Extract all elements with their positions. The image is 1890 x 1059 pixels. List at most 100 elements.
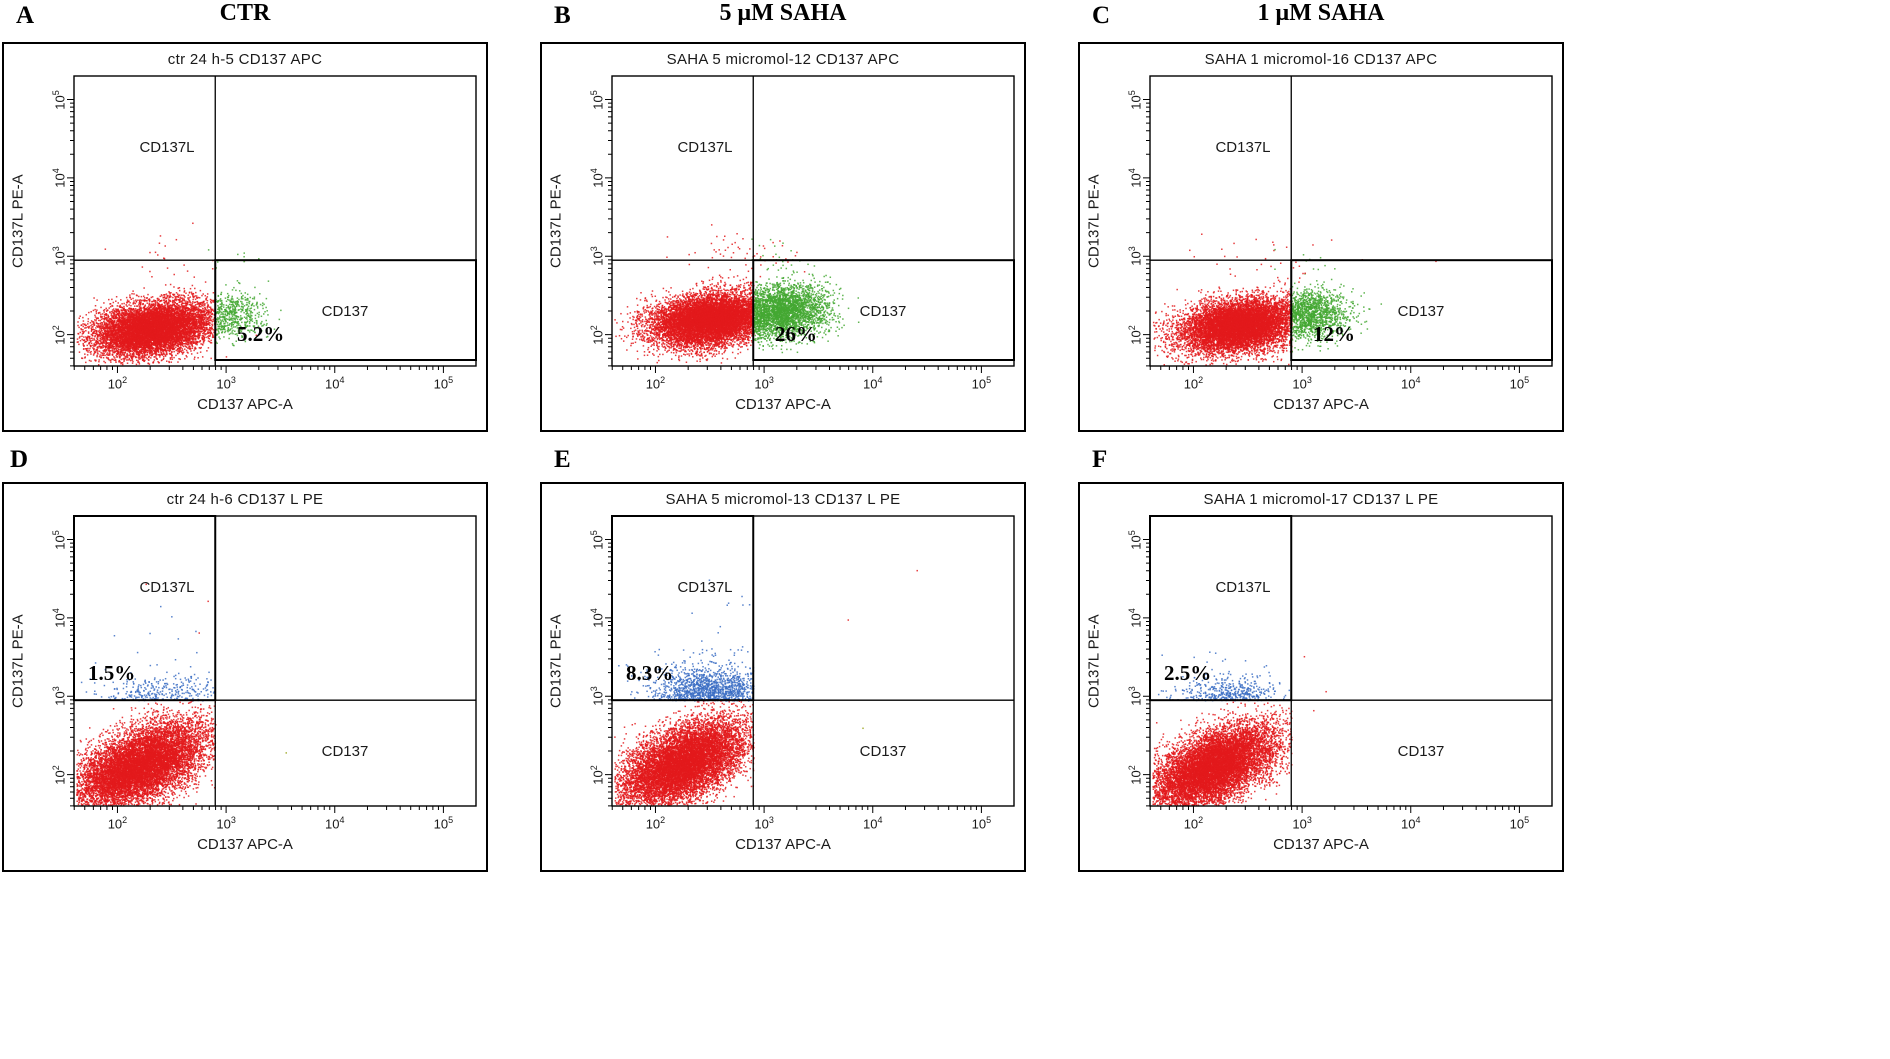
column-title-ctr: CTR xyxy=(219,0,271,26)
quadrant-label-cd137l: CD137L xyxy=(677,139,733,156)
x-tick-label: 104 xyxy=(1401,375,1421,392)
y-tick-label: 103 xyxy=(1127,246,1144,267)
y-tick-label: 102 xyxy=(589,324,606,345)
x-axis-label: CD137 APC-A xyxy=(1273,836,1369,853)
x-tick-label: 103 xyxy=(216,815,236,832)
plot-title: SAHA 1 micromol-16 CD137 APC xyxy=(1204,51,1438,68)
y-tick-label: 102 xyxy=(51,764,68,785)
percent-label: 2.5% xyxy=(1164,661,1212,685)
x-tick-label: 104 xyxy=(863,375,883,392)
x-axis-label: CD137 APC-A xyxy=(735,396,831,413)
quadrant-label-cd137l: CD137L xyxy=(1215,139,1271,156)
panel-letter-f: F xyxy=(1092,446,1108,473)
x-tick-label: 104 xyxy=(325,375,345,392)
y-tick-label: 105 xyxy=(589,529,606,550)
x-tick-label: 102 xyxy=(107,815,128,832)
plot-title: SAHA 5 micromol-12 CD137 APC xyxy=(666,51,900,68)
x-tick-label: 102 xyxy=(107,375,128,392)
flow-plot-panel-c: SAHA 1 micromol-16 CD137 APC CD137L PE-A… xyxy=(1078,42,1564,432)
x-tick-label: 102 xyxy=(1183,375,1204,392)
scatter-plot-canvas xyxy=(542,44,1024,430)
y-tick-label: 104 xyxy=(589,168,606,188)
x-axis-label: CD137 APC-A xyxy=(197,836,293,853)
y-tick-label: 104 xyxy=(1127,608,1144,628)
x-tick-label: 103 xyxy=(1292,815,1312,832)
y-tick-label: 102 xyxy=(589,764,606,785)
panel-letter-a: A xyxy=(16,2,35,29)
panel-letter-b: B xyxy=(554,2,572,29)
quadrant-label-cd137: CD137 xyxy=(859,743,907,760)
quadrant-label-cd137: CD137 xyxy=(321,743,369,760)
x-axis-label: CD137 APC-A xyxy=(735,836,831,853)
x-tick-label: 105 xyxy=(971,815,992,832)
y-tick-label: 103 xyxy=(51,246,68,267)
x-tick-label: 105 xyxy=(433,815,454,832)
y-tick-label: 105 xyxy=(51,89,68,110)
y-tick-label: 104 xyxy=(1127,168,1144,188)
flow-plot-panel-e: SAHA 5 micromol-13 CD137 L PE CD137L PE-… xyxy=(540,482,1026,872)
percent-label: 5.2% xyxy=(237,322,285,346)
y-tick-label: 105 xyxy=(1127,529,1144,550)
panel-letter-d: D xyxy=(10,446,29,473)
quadrant-label-cd137l: CD137L xyxy=(677,579,733,596)
plot-title: SAHA 1 micromol-17 CD137 L PE xyxy=(1203,491,1439,508)
x-tick-label: 102 xyxy=(645,815,666,832)
quadrant-label-cd137: CD137 xyxy=(1397,303,1445,320)
quadrant-label-cd137: CD137 xyxy=(859,303,907,320)
x-tick-label: 102 xyxy=(1183,815,1204,832)
flow-plot-panel-a: ctr 24 h-5 CD137 APC CD137L PE-A CD137 A… xyxy=(2,42,488,432)
panel-letter-e: E xyxy=(554,446,572,473)
x-tick-label: 104 xyxy=(863,815,883,832)
y-tick-label: 105 xyxy=(51,529,68,550)
quadrant-label-cd137: CD137 xyxy=(1397,743,1445,760)
x-axis-label: CD137 APC-A xyxy=(1273,396,1369,413)
y-tick-label: 103 xyxy=(589,686,606,707)
scatter-plot-canvas xyxy=(4,484,486,870)
x-tick-label: 103 xyxy=(754,815,774,832)
y-tick-label: 102 xyxy=(51,324,68,345)
y-tick-label: 103 xyxy=(589,246,606,267)
flow-plot-panel-f: SAHA 1 micromol-17 CD137 L PE CD137L PE-… xyxy=(1078,482,1564,872)
x-tick-label: 105 xyxy=(1509,815,1530,832)
x-tick-label: 105 xyxy=(971,375,992,392)
x-tick-label: 104 xyxy=(325,815,345,832)
column-title-1um-saha: 1 μM SAHA xyxy=(1257,0,1385,26)
quadrant-label-cd137l: CD137L xyxy=(1215,579,1271,596)
flow-plot-panel-b: SAHA 5 micromol-12 CD137 APC CD137L PE-A… xyxy=(540,42,1026,432)
column-title-5um-saha: 5 μM SAHA xyxy=(719,0,847,26)
scatter-plot-canvas xyxy=(542,484,1024,870)
y-axis-label: CD137L PE-A xyxy=(547,614,565,708)
x-tick-label: 103 xyxy=(216,375,236,392)
scatter-plot-canvas xyxy=(1080,44,1562,430)
y-axis-label: CD137L PE-A xyxy=(1085,174,1103,268)
panel-letter-c: C xyxy=(1092,2,1111,29)
x-axis-label: CD137 APC-A xyxy=(197,396,293,413)
percent-label: 8.3% xyxy=(626,661,674,685)
x-tick-label: 102 xyxy=(645,375,666,392)
flow-plot-panel-d: ctr 24 h-6 CD137 L PE CD137L PE-A CD137 … xyxy=(2,482,488,872)
scatter-plot-canvas xyxy=(1080,484,1562,870)
x-tick-label: 105 xyxy=(433,375,454,392)
y-axis-label: CD137L PE-A xyxy=(547,174,565,268)
x-tick-label: 103 xyxy=(1292,375,1312,392)
x-tick-label: 104 xyxy=(1401,815,1421,832)
plot-title: SAHA 5 micromol-13 CD137 L PE xyxy=(665,491,901,508)
x-tick-label: 103 xyxy=(754,375,774,392)
y-axis-label: CD137L PE-A xyxy=(1085,614,1103,708)
y-axis-label: CD137L PE-A xyxy=(9,174,27,268)
percent-label: 1.5% xyxy=(88,661,136,685)
quadrant-label-cd137: CD137 xyxy=(321,303,369,320)
y-tick-label: 103 xyxy=(1127,686,1144,707)
plot-title: ctr 24 h-6 CD137 L PE xyxy=(166,491,324,508)
y-tick-label: 104 xyxy=(51,608,68,628)
x-tick-label: 105 xyxy=(1509,375,1530,392)
y-tick-label: 102 xyxy=(1127,324,1144,345)
y-tick-label: 102 xyxy=(1127,764,1144,785)
scatter-plot-canvas xyxy=(4,44,486,430)
y-tick-label: 105 xyxy=(589,89,606,110)
y-tick-label: 103 xyxy=(51,686,68,707)
percent-label: 12% xyxy=(1313,322,1355,346)
y-tick-label: 104 xyxy=(51,168,68,188)
y-tick-label: 104 xyxy=(589,608,606,628)
y-tick-label: 105 xyxy=(1127,89,1144,110)
